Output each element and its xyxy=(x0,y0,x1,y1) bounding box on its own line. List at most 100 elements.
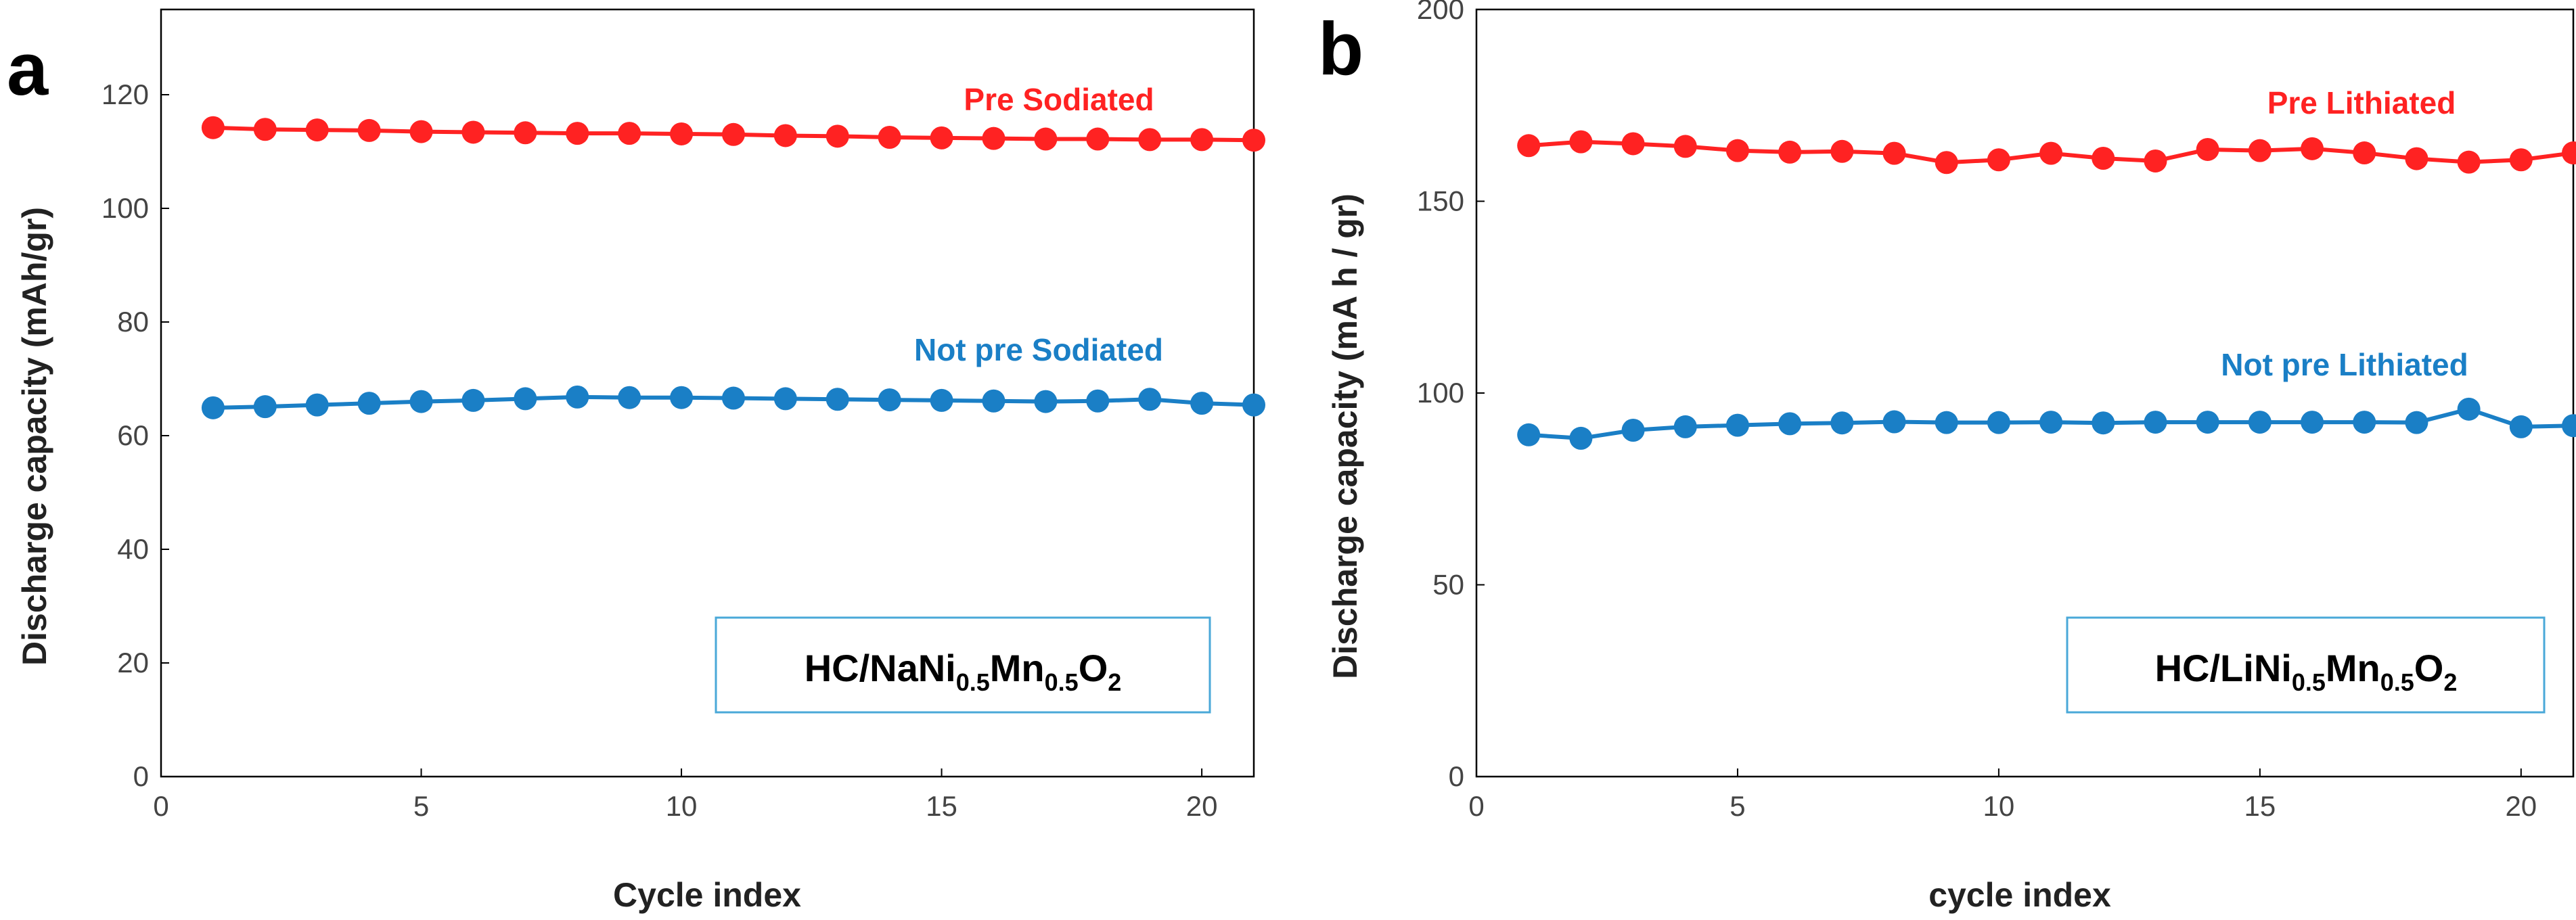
panel-b-series-pre-point-2 xyxy=(1569,130,1593,154)
panel-b-series-pre-point-16 xyxy=(2301,137,2324,160)
panel-b-series-not-pre-point-20 xyxy=(2509,415,2533,438)
panel-a-series-pre-point-19 xyxy=(1138,128,1162,152)
panel-a-series-not-pre-point-13 xyxy=(826,388,849,411)
panel-a-series-pre-point-20 xyxy=(1190,128,1214,152)
panel-b-series-not-pre-point-16 xyxy=(2301,411,2324,434)
panel-a-y-axis-title: Discharge capacity (mAh/gr) xyxy=(16,207,53,666)
panel-a-series-not-pre-point-2 xyxy=(253,395,277,419)
box-a-sub-2: 0.5 xyxy=(1045,668,1079,696)
panel-b-series-not-pre-point-15 xyxy=(2248,411,2272,434)
box-a-sub-3: 2 xyxy=(1108,668,1121,696)
panel-a-x-tick-label-4: 20 xyxy=(1186,790,1218,822)
panel-a-inset-box-text: HC/NaNi0.5Mn0.5O2 xyxy=(805,647,1122,696)
panel-a-series-pre-point-12 xyxy=(773,124,797,147)
panel-b-series-not-pre-point-21 xyxy=(2562,414,2576,438)
panel-b-series-pre-point-7 xyxy=(1830,139,1854,163)
panel-b-series-pre-point-15 xyxy=(2248,139,2272,162)
panel-b-series-pre-point-4 xyxy=(1673,135,1697,158)
panel-a-plot-border xyxy=(160,8,1255,778)
panel-b-x-tick-label-1: 5 xyxy=(1730,790,1745,822)
box-a-sub-1: 0.5 xyxy=(956,668,990,696)
panel-b-x-tick-label-0: 0 xyxy=(1468,790,1484,822)
panel-b-inset-box: HC/LiNi0.5Mn0.5O2 xyxy=(2066,616,2546,714)
panel-b-series-not-pre-point-6 xyxy=(1778,412,1802,436)
panel-a-series-not-pre-line xyxy=(201,385,1265,419)
panel-a-series-not-pre-point-21 xyxy=(1242,393,1265,417)
panel-b-series-pre-point-10 xyxy=(1987,148,2010,172)
panel-b-series-pre-point-18 xyxy=(2405,147,2428,170)
panel-a-y-tick-label-5: 100 xyxy=(101,192,149,224)
box-b-sub-1: 0.5 xyxy=(2292,668,2326,696)
panel-a-x-tick-label-2: 10 xyxy=(666,790,698,822)
panel-b-series-pre-line xyxy=(1517,130,2576,175)
panel-b-series-not-pre-point-11 xyxy=(2039,411,2063,434)
panel-a-series-pre-point-6 xyxy=(461,120,485,144)
panel-a-series-pre-point-3 xyxy=(305,118,329,142)
box-b-part-1: HC/LiNi xyxy=(2155,647,2292,689)
panel-b-inset-box-text: HC/LiNi0.5Mn0.5O2 xyxy=(2155,647,2458,696)
panel-a-x-tick-label-0: 0 xyxy=(153,790,168,822)
panel-a-tick-labels: 0 5 10 15 20 0 20 40 60 80 100 120 xyxy=(101,78,1218,822)
panel-a-series-not-pre-point-9 xyxy=(618,386,641,409)
panel-a-series-not-pre-point-18 xyxy=(1086,389,1110,413)
panel-a-series-not-pre-point-14 xyxy=(878,388,901,412)
panel-b-letter: b xyxy=(1318,7,1363,91)
panel-b-series-pre-point-6 xyxy=(1778,140,1802,164)
panel-b-series-not-pre-point-9 xyxy=(1935,411,1958,434)
panel-b-series-not-pre-point-12 xyxy=(2092,411,2115,435)
panel-a-y-tick-label-0: 0 xyxy=(133,760,149,792)
panel-b-series-pre-point-8 xyxy=(1882,141,1906,165)
panel-a-series-not-pre-point-15 xyxy=(930,388,953,412)
panel-b-series-not-pre-point-19 xyxy=(2457,397,2481,421)
panel-a-series-pre-point-17 xyxy=(1034,127,1058,151)
panel-b-series-pre-point-9 xyxy=(1935,151,1958,175)
panel-a-series-pre-point-15 xyxy=(930,126,953,150)
panel-a-x-axis-title: Cycle index xyxy=(613,876,801,914)
panel-a-series-not-pre-point-1 xyxy=(201,396,225,419)
panel-a-series-pre-point-16 xyxy=(982,127,1005,150)
panel-a-letter: a xyxy=(7,28,49,111)
panel-a-series-pre-point-4 xyxy=(357,118,381,142)
panel-a-series-pre-point-1 xyxy=(201,116,225,139)
panel-a-series-not-pre-point-16 xyxy=(982,389,1005,413)
panel-b-series-pre-point-12 xyxy=(2092,146,2115,170)
panel-b-series-not-pre-point-7 xyxy=(1830,411,1854,435)
panel-b-series-not-pre-point-3 xyxy=(1621,418,1645,442)
panel-b-series-pre-point-3 xyxy=(1621,132,1645,156)
panel-a-inset-box-frame xyxy=(715,616,1211,714)
panel-b-x-tick-label-4: 20 xyxy=(2505,790,2537,822)
panel-b-series-label-not-pre: Not pre Lithiated xyxy=(2221,347,2468,382)
panel-b-series-not-pre-point-5 xyxy=(1725,413,1749,437)
panel-b-x-tick-label-2: 10 xyxy=(1983,790,2015,822)
box-b-sub-3: 2 xyxy=(2443,668,2457,696)
panel-b-inset-box-frame xyxy=(2066,616,2546,714)
panel-a-series-not-pre-point-3 xyxy=(305,393,329,417)
panel-a-series-not-pre-point-8 xyxy=(566,385,589,409)
panel-b-series-pre-point-14 xyxy=(2196,137,2219,161)
panel-a-series-pre-point-9 xyxy=(618,122,641,145)
panel-a-series-pre-point-18 xyxy=(1086,127,1110,151)
panel-a-series-not-pre-point-19 xyxy=(1138,388,1162,411)
panel-a-series-label-pre: Pre Sodiated xyxy=(964,82,1154,117)
box-a-part-2: Mn xyxy=(990,647,1045,689)
panel-b-series-not-pre-point-17 xyxy=(2353,411,2376,434)
panel-b-series-not-pre-point-18 xyxy=(2405,411,2428,434)
panel-a-inset-box: HC/NaNi0.5Mn0.5O2 xyxy=(715,616,1211,714)
panel-a-x-tick-label-3: 15 xyxy=(926,790,957,822)
panel-a-series-not-pre-point-20 xyxy=(1190,392,1214,415)
panel-b-series-not-pre-point-8 xyxy=(1882,410,1906,434)
panel-a-ticks xyxy=(160,94,1203,777)
box-b-sub-2: 0.5 xyxy=(2380,668,2414,696)
box-b-part-3: O xyxy=(2414,647,2444,689)
panel-a-series-pre-point-13 xyxy=(826,124,849,148)
panel-a-series-label-not-pre: Not pre Sodiated xyxy=(914,332,1163,367)
panel-b-series-not-pre-point-2 xyxy=(1569,426,1593,450)
panel-a-y-tick-label-3: 60 xyxy=(117,419,149,451)
panel-b-series-not-pre-point-14 xyxy=(2196,411,2219,434)
panel-b-series-not-pre-line xyxy=(1517,397,2576,450)
panel-b-series-pre-point-19 xyxy=(2457,150,2481,174)
panel-b-series-label-pre: Pre Lithiated xyxy=(2267,85,2456,120)
panel-b-series-pre-point-1 xyxy=(1517,134,1541,158)
panel-a-series-not-pre-point-6 xyxy=(461,388,485,412)
